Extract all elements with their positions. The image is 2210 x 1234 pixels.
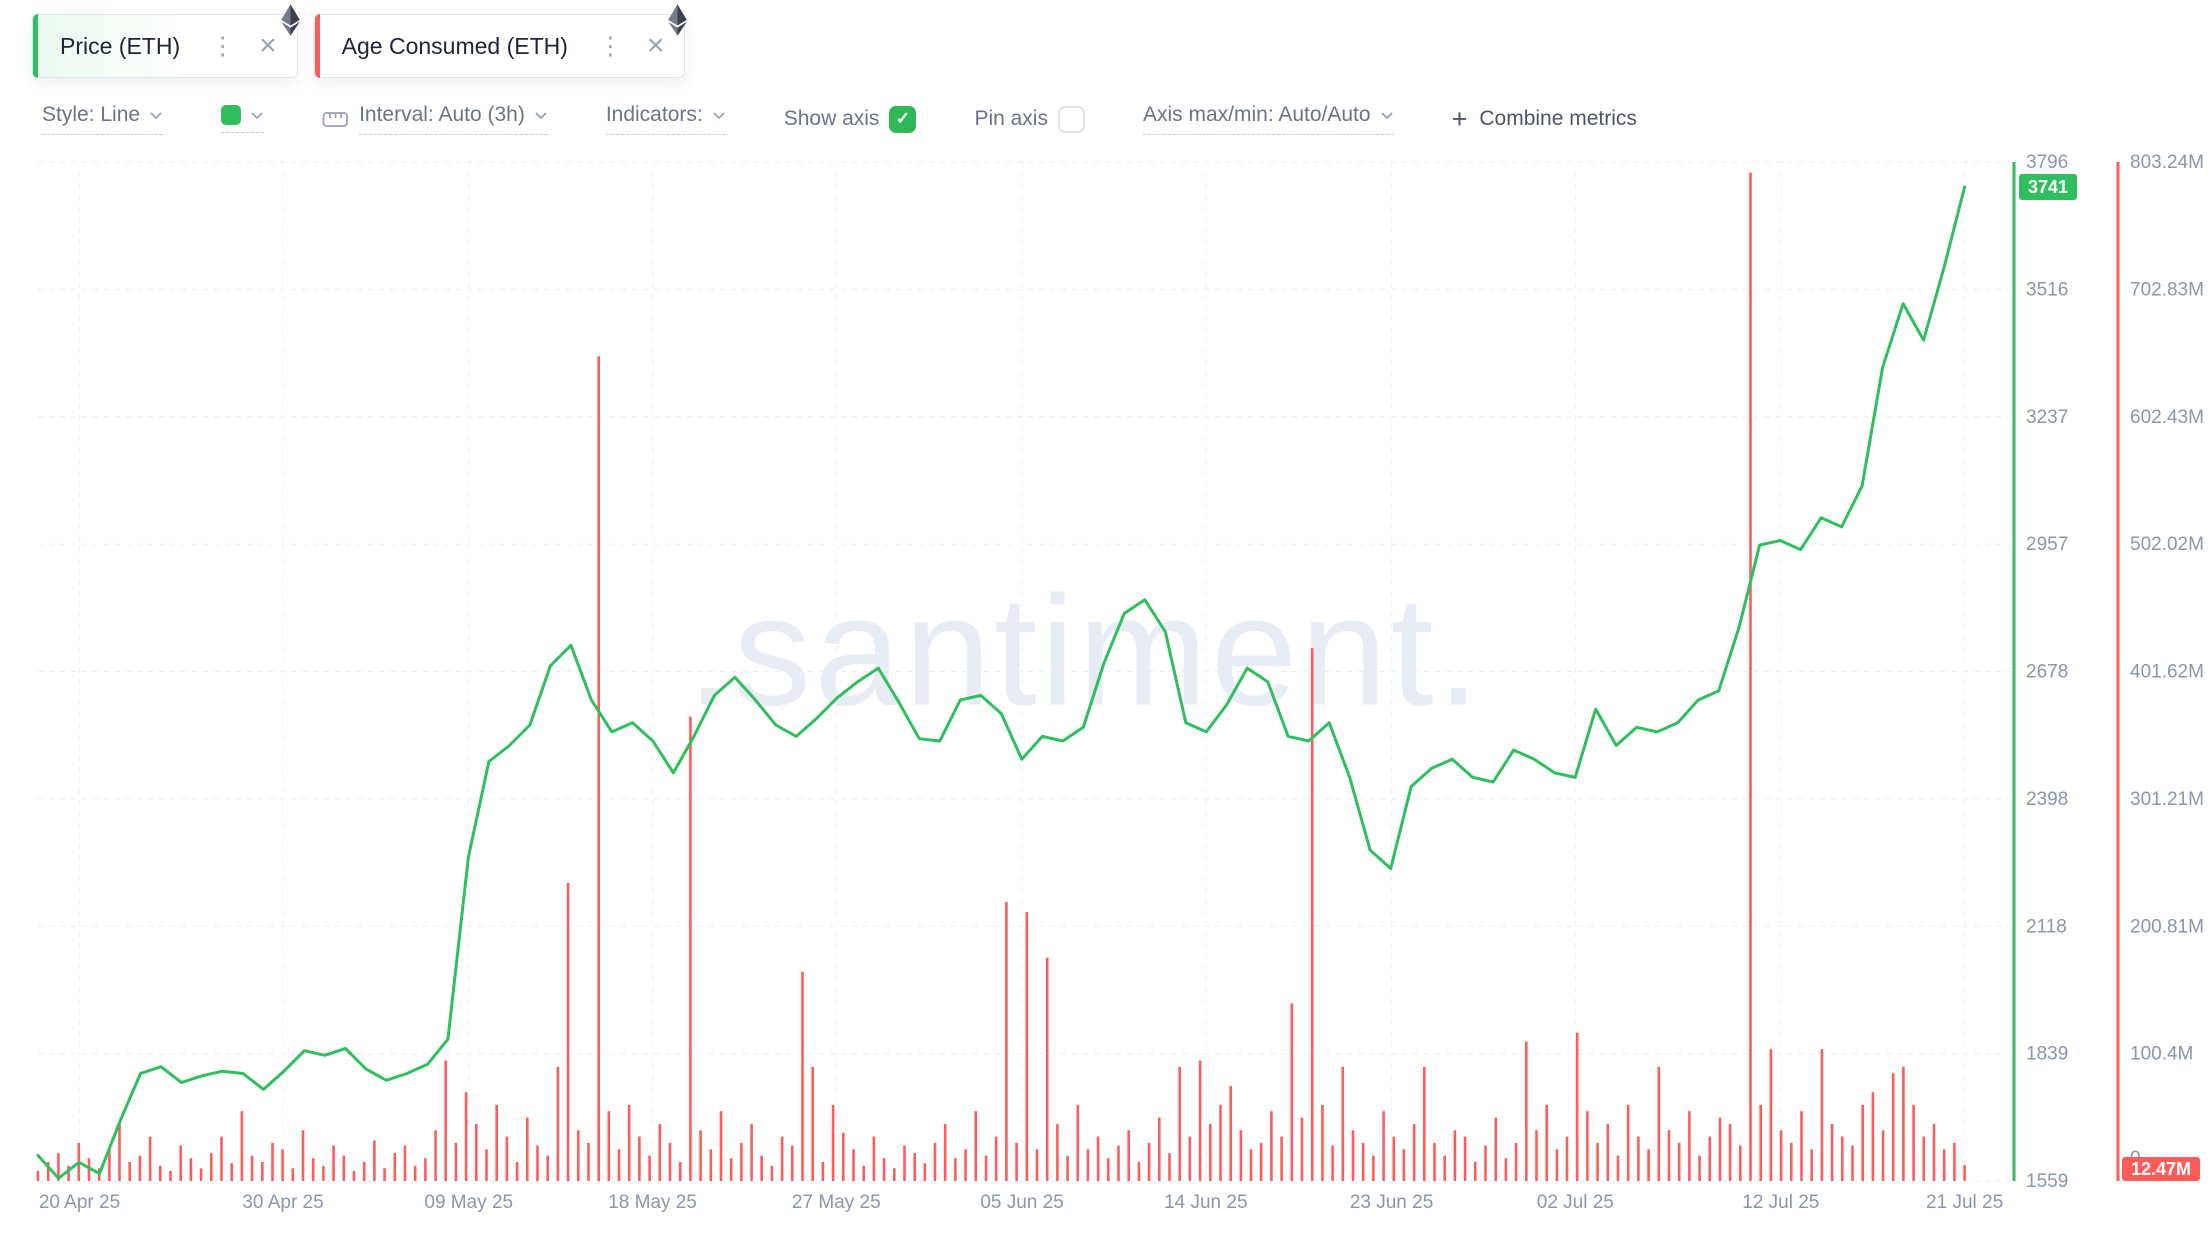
svg-text:401.62M: 401.62M — [2130, 662, 2204, 683]
pin-axis-checkbox[interactable] — [1057, 105, 1085, 133]
svg-text:30 Apr 25: 30 Apr 25 — [242, 1192, 323, 1213]
eth-logo-icon — [280, 4, 300, 36]
chevron-down-icon — [150, 111, 162, 119]
svg-text:1559: 1559 — [2026, 1171, 2068, 1192]
svg-text:27 May 25: 27 May 25 — [792, 1192, 881, 1213]
interval-dropdown[interactable]: Interval: Auto (3h) — [322, 103, 548, 135]
svg-text:14 Jun 25: 14 Jun 25 — [1164, 1192, 1247, 1213]
style-label: Style: Line — [42, 103, 141, 126]
eth-logo-icon — [668, 4, 688, 36]
style-dropdown[interactable]: Style: Line — [42, 103, 164, 135]
chevron-down-icon — [251, 111, 263, 119]
pin-axis-label: Pin axis — [974, 107, 1048, 130]
svg-text:2398: 2398 — [2026, 789, 2068, 810]
chevron-down-icon — [535, 111, 547, 119]
kebab-menu-icon[interactable]: ⋮ — [597, 31, 623, 60]
svg-text:502.02M: 502.02M — [2130, 534, 2204, 555]
metric-tabs: Price (ETH) ⋮ × Age Consumed (ETH) ⋮ × — [32, 4, 688, 78]
combine-metrics-button[interactable]: + Combine metrics — [1451, 103, 1637, 134]
svg-text:2957: 2957 — [2026, 534, 2068, 555]
combine-metrics-label: Combine metrics — [1479, 107, 1637, 130]
svg-text:20 Apr 25: 20 Apr 25 — [39, 1192, 120, 1213]
ruler-icon — [322, 111, 348, 127]
tab-accent-bar — [33, 14, 38, 78]
svg-text:2678: 2678 — [2026, 662, 2068, 683]
svg-text:05 Jun 25: 05 Jun 25 — [980, 1192, 1063, 1213]
metric-tab-price[interactable]: Price (ETH) ⋮ × — [32, 4, 300, 78]
svg-text:2118: 2118 — [2026, 916, 2067, 937]
svg-text:09 May 25: 09 May 25 — [424, 1192, 513, 1213]
x-axis-labels: 20 Apr 25 30 Apr 25 09 May 25 18 May 25 27 M… — [39, 1192, 2003, 1213]
volume-current-badge: 12.47M — [2122, 1157, 2200, 1181]
svg-text:12 Jul 25: 12 Jul 25 — [1742, 1192, 1819, 1213]
svg-text:1839: 1839 — [2026, 1044, 2068, 1065]
axis-maxmin-dropdown[interactable]: Axis max/min: Auto/Auto — [1142, 103, 1394, 135]
svg-text:3516: 3516 — [2026, 279, 2068, 300]
plus-icon: + — [1451, 103, 1468, 134]
price-axis-labels: 3796 3516 3237 2957 2678 2398 2118 1839 1559 — [2026, 152, 2068, 1192]
svg-text:3796: 3796 — [2026, 152, 2068, 173]
axis-maxmin-label: Axis max/min: Auto/Auto — [1142, 103, 1371, 126]
svg-text:200.81M: 200.81M — [2130, 916, 2204, 937]
chart-toolbar: Style: Line Interval: Auto (3h) Indic — [42, 103, 2200, 135]
indicators-dropdown[interactable]: Indicators: — [605, 103, 726, 135]
svg-text:21 Jul 25: 21 Jul 25 — [1926, 1192, 2003, 1213]
chart-area[interactable]: .santiment. 3796 3516 3237 2957 2678 2398 2118… — [0, 152, 2210, 1234]
svg-text:100.4M: 100.4M — [2130, 1044, 2193, 1065]
pin-axis-toggle[interactable]: Pin axis — [974, 105, 1085, 133]
price-line — [36, 185, 1967, 1180]
show-axis-checkbox[interactable]: ✓ — [889, 105, 917, 133]
eth-drag-handle[interactable] — [667, 4, 688, 36]
show-axis-toggle[interactable]: Show axis ✓ — [783, 105, 917, 133]
svg-text:23 Jun 25: 23 Jun 25 — [1350, 1192, 1433, 1213]
svg-text:3237: 3237 — [2026, 407, 2068, 428]
show-axis-label: Show axis — [783, 107, 880, 130]
close-icon[interactable]: × — [259, 29, 277, 62]
chevron-down-icon — [1380, 111, 1393, 119]
gridlines — [38, 161, 2014, 1182]
chart-canvas[interactable]: 3796 3516 3237 2957 2678 2398 2118 1839 1559 803.… — [0, 152, 2210, 1234]
svg-text:702.83M: 702.83M — [2130, 279, 2204, 300]
svg-text:18 May 25: 18 May 25 — [608, 1192, 697, 1213]
svg-text:301.21M: 301.21M — [2130, 789, 2204, 810]
interval-label: Interval: Auto (3h) — [359, 103, 525, 126]
kebab-menu-icon[interactable]: ⋮ — [210, 31, 236, 60]
svg-text:3741: 3741 — [2028, 177, 2068, 197]
indicators-label: Indicators: — [605, 103, 703, 126]
tab-accent-bar — [314, 14, 320, 78]
svg-text:12.47M: 12.47M — [2131, 1159, 2191, 1179]
svg-text:803.24M: 803.24M — [2130, 152, 2204, 173]
svg-text:02 Jul 25: 02 Jul 25 — [1537, 1192, 1614, 1213]
metric-tab-label: Age Consumed (ETH) — [341, 32, 568, 59]
chevron-down-icon — [713, 111, 725, 119]
close-icon[interactable]: × — [646, 29, 665, 62]
metric-tab-age-consumed[interactable]: Age Consumed (ETH) ⋮ × — [313, 4, 688, 78]
check-icon: ✓ — [895, 109, 911, 128]
volume-axis-labels: 803.24M 702.83M 602.43M 502.02M 401.62M 301.2… — [2130, 152, 2204, 1169]
metric-tab-label: Price (ETH) — [60, 32, 181, 59]
svg-text:602.43M: 602.43M — [2130, 407, 2204, 428]
color-swatch[interactable] — [221, 105, 242, 125]
line-color-picker[interactable] — [221, 105, 265, 133]
price-current-badge: 3741 — [2019, 174, 2077, 201]
eth-drag-handle[interactable] — [280, 4, 301, 36]
age-consumed-bars — [36, 172, 1966, 1181]
